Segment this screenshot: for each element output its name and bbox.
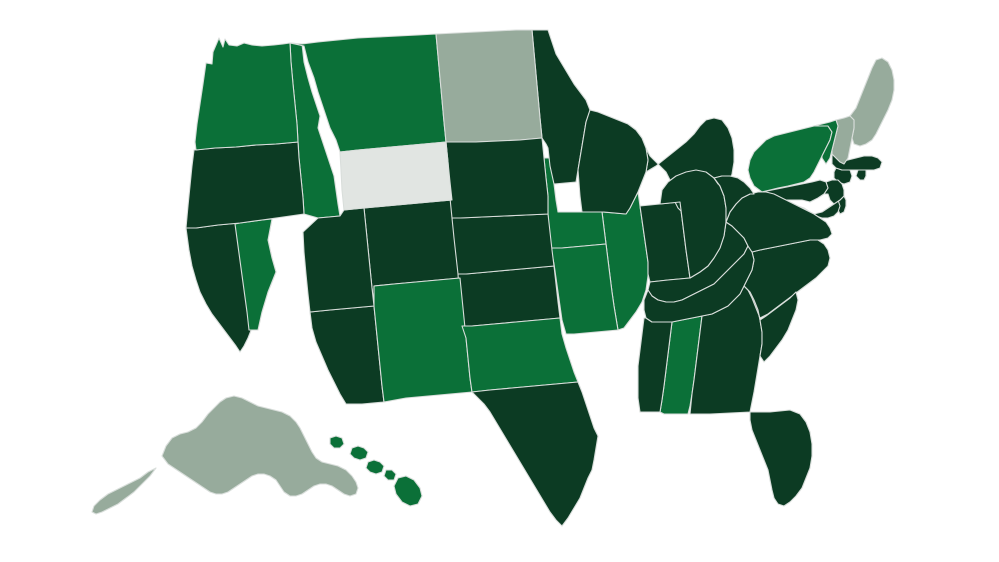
state-tn[interactable]: Tennessee (644, 246, 754, 322)
states-layer: AlabamaAlaskaArizonaCaliforniaColoradoCo… (92, 30, 894, 526)
state-wi[interactable]: Wisconsin (578, 110, 648, 214)
state-nm[interactable]: New Mexico (374, 278, 472, 402)
state-sc[interactable]: South Carolina (744, 286, 798, 362)
state-fl[interactable]: Florida (750, 410, 812, 506)
state-ut[interactable]: Utah (303, 208, 374, 312)
state-ri[interactable]: Rhode Island (856, 170, 866, 180)
state-wy[interactable]: Wyoming (340, 142, 452, 210)
state-tx[interactable]: Texas (472, 382, 598, 526)
state-hi[interactable]: Hawaii (330, 436, 422, 506)
state-wv[interactable]: West Virginia (714, 176, 754, 222)
state-vt[interactable]: Vermont (814, 120, 838, 164)
state-or[interactable]: Oregon (186, 142, 304, 228)
state-mo[interactable]: Missouri (550, 244, 618, 334)
state-nd[interactable]: North Dakota (436, 30, 542, 142)
state-ne[interactable]: Nebraska (452, 214, 554, 274)
state-ok[interactable]: Oklahoma (462, 318, 578, 392)
state-sd[interactable]: South Dakota (446, 138, 548, 218)
state-ak[interactable]: Alaska (92, 396, 358, 514)
state-me[interactable]: Maine (850, 58, 894, 146)
state-wa[interactable]: Washington (195, 38, 298, 150)
state-ks[interactable]: Kansas (458, 266, 560, 326)
